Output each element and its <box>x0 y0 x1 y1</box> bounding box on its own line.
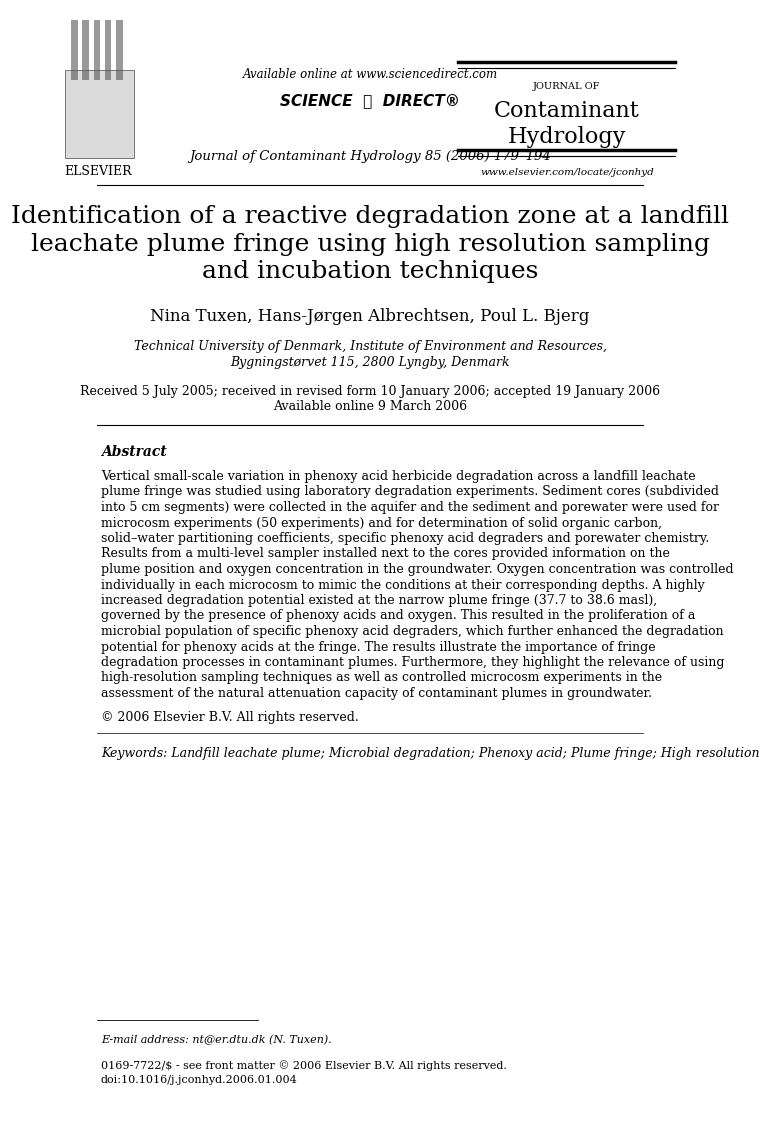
Text: Keywords: Landfill leachate plume; Microbial degradation; Phenoxy acid; Plume fr: Keywords: Landfill leachate plume; Micro… <box>101 746 760 760</box>
Text: governed by the presence of phenoxy acids and oxygen. This resulted in the proli: governed by the presence of phenoxy acid… <box>101 609 695 623</box>
Text: microcosm experiments (50 experiments) and for determination of solid organic ca: microcosm experiments (50 experiments) a… <box>101 516 662 530</box>
Text: and incubation techniques: and incubation techniques <box>202 260 538 284</box>
Text: Abstract: Abstract <box>101 445 167 459</box>
Text: 0169-7722/$ - see front matter © 2006 Elsevier B.V. All rights reserved.: 0169-7722/$ - see front matter © 2006 El… <box>101 1060 507 1070</box>
Text: Identification of a reactive degradation zone at a landfill: Identification of a reactive degradation… <box>11 205 729 228</box>
Text: www.elsevier.com/locate/jconhyd: www.elsevier.com/locate/jconhyd <box>480 168 654 177</box>
Text: increased degradation potential existed at the narrow plume fringe (37.7 to 38.6: increased degradation potential existed … <box>101 594 657 607</box>
Text: plume position and oxygen concentration in the groundwater. Oxygen concentration: plume position and oxygen concentration … <box>101 562 733 576</box>
Text: high-resolution sampling techniques as well as controlled microcosm experiments : high-resolution sampling techniques as w… <box>101 671 662 685</box>
Text: Received 5 July 2005; received in revised form 10 January 2006; accepted 19 Janu: Received 5 July 2005; received in revise… <box>80 386 660 398</box>
Bar <box>116 20 122 81</box>
Text: individually in each microcosm to mimic the conditions at their corresponding de: individually in each microcosm to mimic … <box>101 578 704 592</box>
Text: Available online 9 March 2006: Available online 9 March 2006 <box>273 400 467 413</box>
Text: © 2006 Elsevier B.V. All rights reserved.: © 2006 Elsevier B.V. All rights reserved… <box>101 711 359 723</box>
Text: Contaminant: Contaminant <box>494 100 640 122</box>
Text: into 5 cm segments) were collected in the aquifer and the sediment and porewater: into 5 cm segments) were collected in th… <box>101 501 719 514</box>
Text: degradation processes in contaminant plumes. Furthermore, they highlight the rel: degradation processes in contaminant plu… <box>101 655 725 669</box>
Text: potential for phenoxy acids at the fringe. The results illustrate the importance: potential for phenoxy acids at the fring… <box>101 641 655 653</box>
Text: leachate plume fringe using high resolution sampling: leachate plume fringe using high resolut… <box>30 232 710 256</box>
Bar <box>83 20 89 81</box>
Text: doi:10.1016/j.jconhyd.2006.01.004: doi:10.1016/j.jconhyd.2006.01.004 <box>101 1075 298 1085</box>
Bar <box>71 20 78 81</box>
Text: SCIENCE  ⓓ  DIRECT®: SCIENCE ⓓ DIRECT® <box>280 93 460 108</box>
Text: assessment of the natural attenuation capacity of contaminant plumes in groundwa: assessment of the natural attenuation ca… <box>101 687 652 700</box>
Text: microbial population of specific phenoxy acid degraders, which further enhanced : microbial population of specific phenoxy… <box>101 625 724 638</box>
Text: plume fringe was studied using laboratory degradation experiments. Sediment core: plume fringe was studied using laborator… <box>101 485 719 499</box>
Text: JOURNAL OF: JOURNAL OF <box>534 82 601 91</box>
Bar <box>94 20 100 81</box>
Bar <box>105 20 112 81</box>
Text: Results from a multi-level sampler installed next to the cores provided informat: Results from a multi-level sampler insta… <box>101 548 670 560</box>
Text: Journal of Contaminant Hydrology 85 (2006) 179–194: Journal of Contaminant Hydrology 85 (200… <box>190 150 551 163</box>
Text: ELSEVIER: ELSEVIER <box>65 166 133 178</box>
Text: Available online at www.sciencedirect.com: Available online at www.sciencedirect.co… <box>243 68 498 81</box>
Text: Technical University of Denmark, Institute of Environment and Resources,: Technical University of Denmark, Institu… <box>133 340 607 353</box>
Bar <box>65 70 134 158</box>
Text: E-mail address: nt@er.dtu.dk (N. Tuxen).: E-mail address: nt@er.dtu.dk (N. Tuxen). <box>101 1035 332 1046</box>
Text: Nina Tuxen, Hans-Jørgen Albrechtsen, Poul L. Bjerg: Nina Tuxen, Hans-Jørgen Albrechtsen, Pou… <box>151 308 590 325</box>
Text: Bygningstørvet 115, 2800 Lyngby, Denmark: Bygningstørvet 115, 2800 Lyngby, Denmark <box>230 356 510 369</box>
Text: Hydrology: Hydrology <box>508 126 626 149</box>
Text: Vertical small-scale variation in phenoxy acid herbicide degradation across a la: Vertical small-scale variation in phenox… <box>101 469 696 483</box>
Text: solid–water partitioning coefficients, specific phenoxy acid degraders and porew: solid–water partitioning coefficients, s… <box>101 532 709 545</box>
